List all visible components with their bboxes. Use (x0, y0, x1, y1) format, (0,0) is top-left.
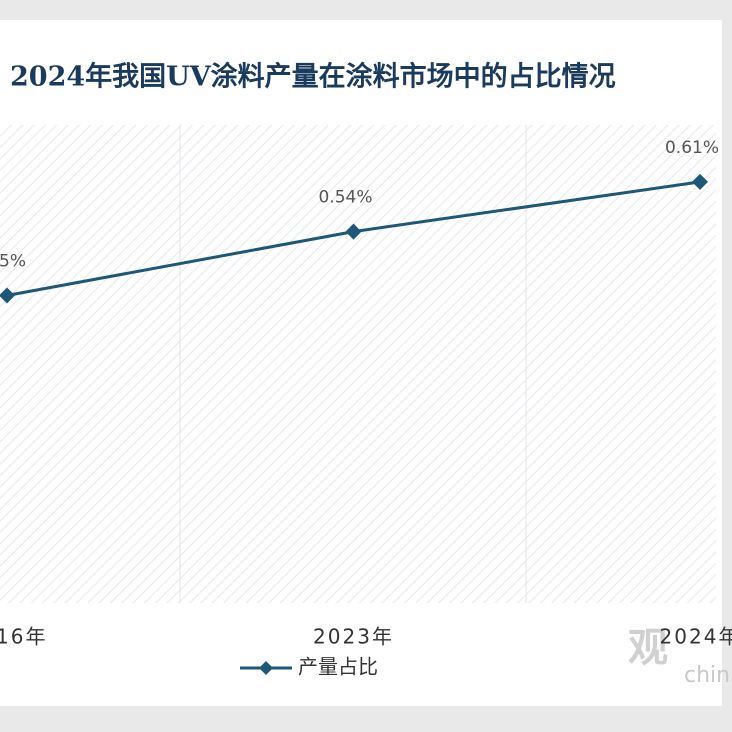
data-label: 0.61% (665, 138, 719, 158)
legend-marker (259, 661, 273, 675)
x-tick-label: 2016年 (0, 625, 47, 649)
legend-label: 产量占比 (298, 655, 378, 679)
chart-title: 2024年我国UV涂料产量在涂料市场中的占比情况 (10, 61, 616, 93)
x-tick-label: 2023年 (313, 625, 394, 649)
point (0, 287, 15, 304)
point (345, 223, 362, 240)
x-tick-label: 2024年 (660, 625, 732, 649)
watermark-logo: 观 (628, 625, 668, 671)
watermark-text: chinabaogao (684, 663, 732, 688)
data-label: 0.45% (0, 252, 26, 272)
data-label: 0.54% (318, 188, 372, 208)
plot-area (0, 125, 716, 603)
point (692, 173, 708, 190)
